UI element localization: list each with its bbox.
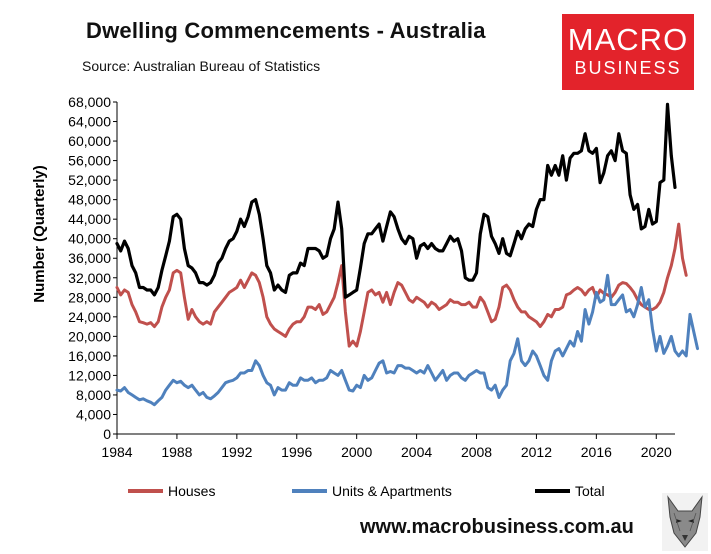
y-tick-label: 64,000 <box>68 114 111 130</box>
y-tick-label: 40,000 <box>68 231 111 247</box>
y-tick-label: 60,000 <box>68 133 111 149</box>
y-tick-label: 24,000 <box>68 309 111 325</box>
chart-source: Source: Australian Bureau of Statistics <box>82 58 321 74</box>
legend-label-total: Total <box>575 483 605 499</box>
legend-label-houses: Houses <box>168 483 215 499</box>
y-tick-label: 32,000 <box>68 270 111 286</box>
y-tick-label: 12,000 <box>68 367 111 383</box>
y-tick-label: 52,000 <box>68 172 111 188</box>
y-tick-label: 36,000 <box>68 250 111 266</box>
chart-title: Dwelling Commencements - Australia <box>86 18 486 43</box>
logo-business-text: BUSINESS <box>574 58 682 78</box>
series-line-units-apartments <box>115 273 699 407</box>
x-tick-label: 2012 <box>521 444 552 460</box>
y-tick-label: 0 <box>103 426 111 442</box>
x-tick-label: 1988 <box>161 444 192 460</box>
legend: Houses Units & Apartments Total <box>128 483 605 499</box>
legend-label-units-apartments: Units & Apartments <box>332 483 452 499</box>
y-tick-label: 16,000 <box>68 348 111 364</box>
y-tick-label: 48,000 <box>68 192 111 208</box>
wolf-icon <box>662 493 708 551</box>
y-axis: 0 4,000 8,000 12,000 16,000 20,000 24,000 28,00… <box>68 94 118 442</box>
y-tick-label: 20,000 <box>68 328 111 344</box>
y-tick-label: 8,000 <box>76 387 111 403</box>
x-tick-label: 2008 <box>461 444 492 460</box>
x-tick-label: 2016 <box>581 444 612 460</box>
x-axis: 1984 1988 1992 1996 2000 2004 2008 2012 2016 2020 <box>101 433 675 460</box>
x-tick-label: 1992 <box>221 444 252 460</box>
x-tick-label: 2004 <box>401 444 432 460</box>
site-url[interactable]: www.macrobusiness.com.au <box>360 516 634 538</box>
y-tick-label: 68,000 <box>68 94 111 110</box>
y-tick-label: 44,000 <box>68 211 111 227</box>
series-line-total <box>115 102 677 299</box>
x-tick-label: 1996 <box>281 444 312 460</box>
y-tick-label: 56,000 <box>68 153 111 169</box>
series-line-houses <box>115 222 688 348</box>
series-lines <box>115 102 699 407</box>
logo-macro-text: MACRO <box>567 22 689 57</box>
y-tick-label: 4,000 <box>76 406 111 422</box>
macrobusiness-logo: MACRO BUSINESS <box>562 14 694 90</box>
y-axis-title: Number (Quarterly) <box>31 165 48 303</box>
x-tick-label: 2020 <box>641 444 672 460</box>
x-tick-label: 2000 <box>341 444 372 460</box>
x-tick-label: 1984 <box>101 444 132 460</box>
y-tick-label: 28,000 <box>68 289 111 305</box>
